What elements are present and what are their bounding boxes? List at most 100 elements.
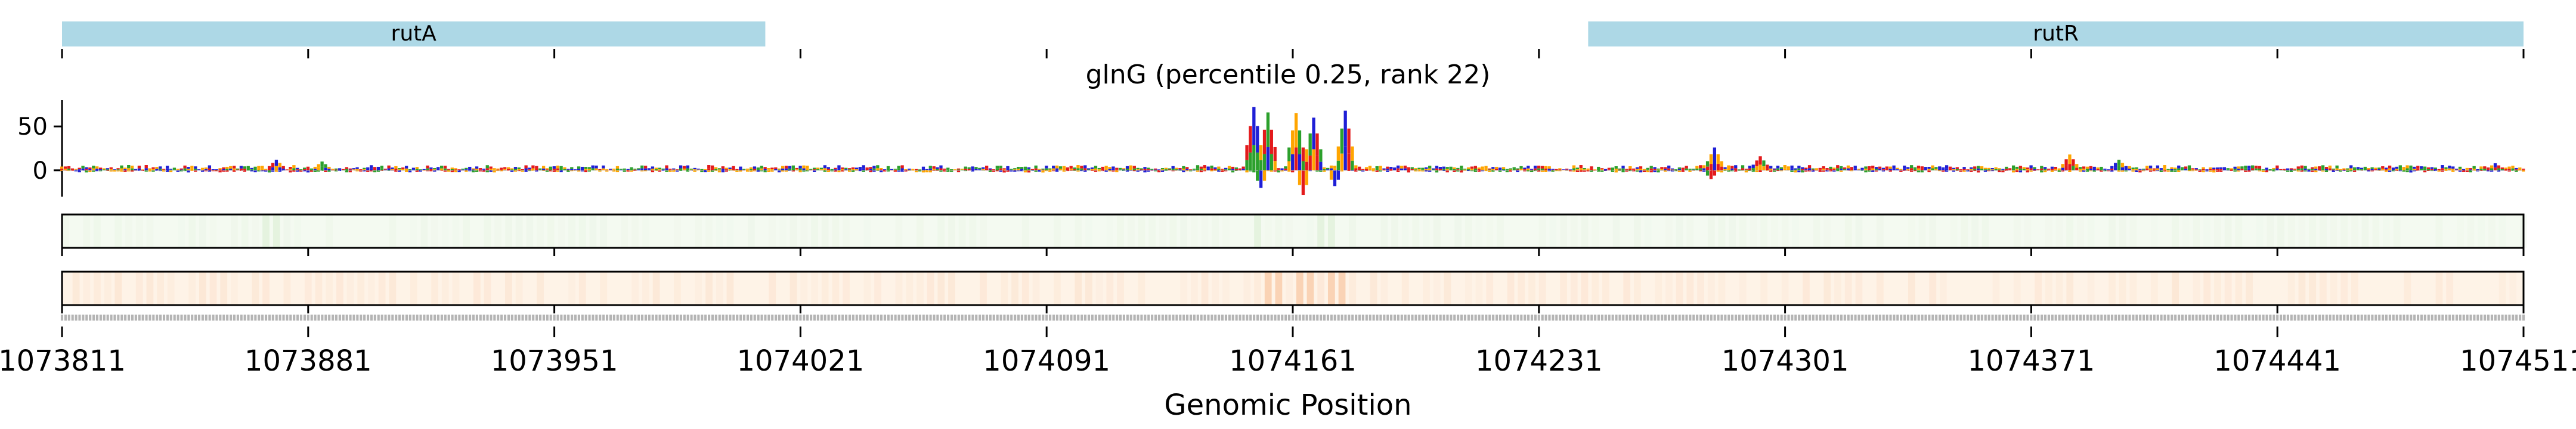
logo-letter [2230, 169, 2233, 170]
logo-letter [426, 170, 429, 172]
logo-letter [1987, 169, 1990, 170]
logo-letter [1020, 170, 1024, 172]
heatmap-cell [2340, 214, 2348, 248]
logo-letter [1955, 170, 1959, 171]
logo-letter [106, 168, 110, 170]
logo-letter [577, 166, 581, 169]
heatmap-cell [1718, 214, 1726, 248]
logo-letter [1048, 168, 1052, 170]
heatmap-cell [1528, 272, 1535, 305]
sequence-base-mark [697, 315, 700, 321]
sequence-base-mark [1626, 315, 1628, 321]
logo-letter [1192, 169, 1196, 170]
heatmap-cell [1370, 272, 1377, 305]
logo-letter [1498, 170, 1502, 172]
logo-letter [2117, 170, 2121, 172]
sequence-base-mark [757, 315, 760, 321]
logo-letter [1273, 170, 1277, 172]
logo-letter [2082, 169, 2086, 170]
logo-letter [2497, 170, 2501, 172]
logo-letter [2008, 169, 2012, 170]
logo-letter [1020, 167, 1024, 169]
logo-letter [2205, 170, 2209, 172]
logo-letter [2507, 169, 2511, 170]
sequence-base-mark [1580, 315, 1583, 321]
heatmap-cell [473, 272, 481, 305]
heatmap-cell [1834, 272, 1841, 305]
sequence-base-mark [1091, 315, 1094, 321]
logo-letter [1277, 169, 1280, 170]
logo-letter [246, 168, 250, 170]
sequence-base-mark [1305, 315, 1308, 321]
logo-letter [478, 170, 482, 172]
logo-letter [676, 170, 679, 172]
sequence-base-mark [1386, 315, 1389, 321]
sequence-base-mark [1865, 315, 1868, 321]
sequence-base-mark [2441, 315, 2444, 321]
sequence-base-mark [1284, 315, 1287, 321]
logo-letter [411, 167, 416, 170]
logo-letter [422, 169, 426, 170]
sequence-base-mark [226, 315, 229, 321]
logo-letter [2233, 169, 2237, 170]
gene-track-axis [61, 49, 2525, 58]
logo-letter [1568, 169, 1572, 170]
sequence-base-mark [408, 315, 411, 321]
heatmap-cell [779, 214, 787, 248]
logo-letter [1628, 166, 1632, 169]
logo-letter [1614, 166, 1618, 169]
heatmap-cell [1327, 272, 1335, 305]
logo-letter [1083, 168, 1087, 170]
logo-letter [742, 169, 746, 170]
sequence-base-mark [1274, 315, 1277, 321]
sequence-base-mark [634, 315, 637, 321]
logo-letter [1987, 167, 1990, 170]
heatmap-background [62, 272, 2524, 305]
heatmap-cell [568, 214, 575, 248]
sequence-base-mark [901, 315, 904, 321]
sequence-base-mark [271, 315, 274, 321]
sequence-base-mark [599, 315, 602, 321]
logo-letter [1755, 166, 1758, 170]
logo-letter [1245, 170, 1249, 173]
logo-letter [770, 169, 774, 170]
logo-letter [1132, 168, 1136, 170]
sequence-base-mark [254, 315, 257, 321]
logo-letter [995, 166, 999, 169]
heatmap-cell [1138, 272, 1145, 305]
heatmap-cell [157, 272, 165, 305]
heatmap-cell [178, 214, 185, 248]
logo-letter [1108, 170, 1111, 172]
sequence-base-mark [2484, 315, 2487, 321]
sequence-base-mark [493, 315, 496, 321]
logo-letter [215, 170, 218, 172]
logo-letter [439, 170, 444, 171]
logo-letter [1371, 168, 1375, 170]
logo-letter [2504, 167, 2507, 170]
logo-letter [165, 170, 169, 172]
sequence-base-mark [581, 315, 584, 321]
sequence-base-mark [1302, 315, 1305, 321]
logo-letter [1868, 166, 1871, 169]
sequence-base-mark [1569, 315, 1572, 321]
logo-letter [2444, 170, 2448, 171]
logo-letter [2518, 169, 2522, 170]
logo-letter [2089, 166, 2093, 169]
logo-letter [1308, 170, 1312, 172]
logo-letter [1934, 169, 1938, 170]
logo-letter [1983, 169, 1987, 170]
logo-letter [2497, 165, 2501, 169]
logo-letter [682, 166, 686, 169]
logo-letter [517, 167, 521, 169]
logo-letter [823, 170, 827, 172]
heatmap-cell [716, 214, 723, 248]
logo-letter [1013, 169, 1017, 170]
logo-letter [1400, 166, 1404, 169]
logo-letter [1308, 156, 1312, 170]
logo-letter [1533, 168, 1537, 170]
heatmap-cell [642, 214, 649, 248]
logo-letter [2426, 170, 2431, 171]
sequence-base-mark [1291, 315, 1295, 321]
logo-letter [728, 167, 732, 170]
sequence-base-mark [1073, 315, 1076, 321]
